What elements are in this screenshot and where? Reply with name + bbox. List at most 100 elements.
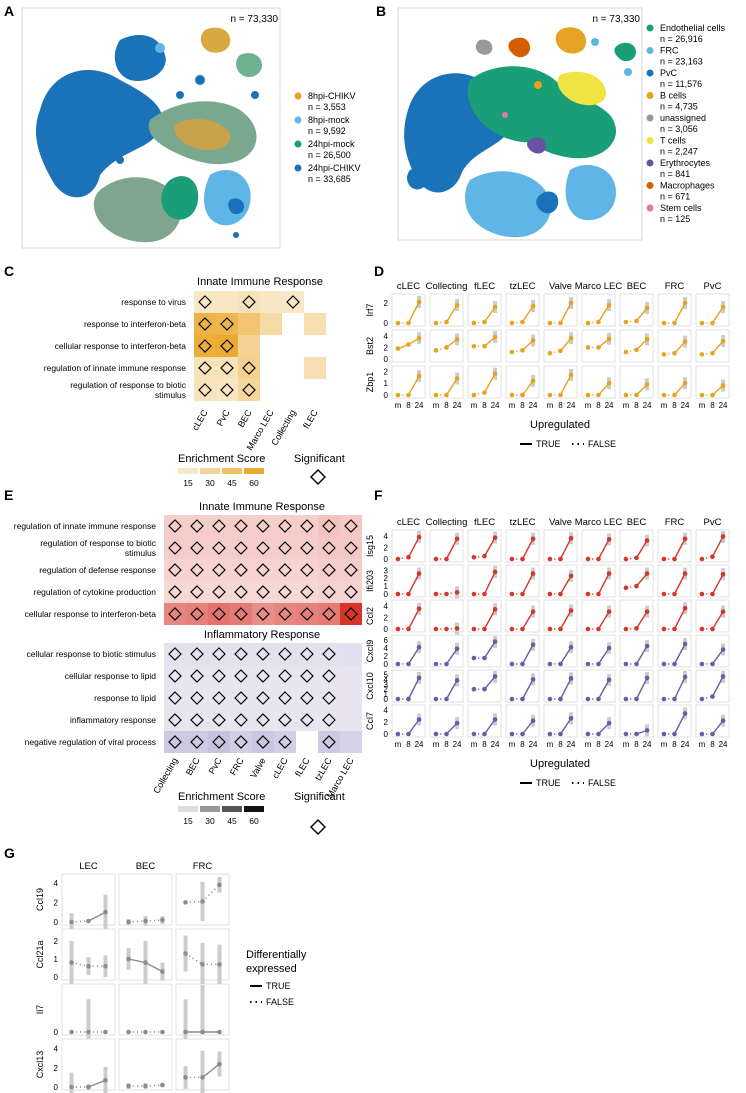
significance-marker [322, 691, 336, 705]
significance-marker [322, 669, 336, 683]
data-point [547, 556, 553, 562]
trend-segment [521, 720, 534, 735]
data-point [585, 626, 591, 632]
data-point [699, 352, 705, 357]
error-bar [200, 1050, 205, 1093]
legend-count: n = 841 [660, 169, 690, 179]
x-tick-label: 8 [482, 401, 487, 410]
significance-marker [212, 519, 226, 533]
heatmap-cell [216, 335, 238, 357]
heatmap-cell [252, 731, 274, 753]
x-tick-label: m [471, 401, 478, 410]
heatmap-cell [230, 537, 252, 559]
heatmap-cell [340, 687, 362, 709]
heatmap-cell [318, 643, 340, 665]
x-tick-label: m [623, 740, 630, 749]
heatmap-cell [230, 687, 252, 709]
facet-row-label: Ccl7 [365, 712, 375, 730]
data-point [547, 661, 553, 667]
facet-row-label: Cxcl9 [365, 640, 375, 663]
data-point [482, 591, 487, 597]
y-tick-label: 3 [384, 566, 389, 575]
data-point [103, 1029, 108, 1035]
significance-marker [198, 339, 212, 353]
heatmap-row-label: regulation of response to biotic [70, 380, 187, 390]
data-point [547, 626, 553, 632]
heatmap-row-label: cellular response to biotic stimulus [27, 649, 156, 659]
legend-label: Stem cells [660, 203, 702, 213]
trend-segment [597, 382, 610, 396]
significance-marker [278, 735, 292, 749]
data-point [416, 373, 422, 379]
data-point [160, 917, 165, 923]
data-point [596, 661, 601, 667]
heatmap-cell [230, 559, 252, 581]
trend-segment [483, 537, 496, 557]
heatmap-cell [340, 643, 362, 665]
trend-segment [128, 958, 146, 964]
heatmap-cell [216, 291, 238, 313]
data-point [482, 319, 487, 325]
data-point [547, 696, 553, 702]
data-point [492, 717, 498, 722]
heatmap-col-label: fLEC [293, 756, 312, 779]
trend-segment [407, 677, 420, 700]
data-point [596, 556, 601, 562]
y-tick-label: 0 [54, 973, 59, 982]
trend-segment [673, 713, 686, 735]
trend-segment [673, 607, 686, 630]
umap-a-n-label: n = 73,330 [230, 14, 278, 25]
data-point [720, 304, 726, 310]
legend-title: expressed [246, 963, 297, 975]
legend-title: Differentially [246, 949, 307, 961]
data-point [183, 900, 188, 905]
facet-column-label: tzLEC [510, 281, 536, 292]
y-tick-label: 5 [384, 670, 389, 679]
heatmap-title: Innate Immune Response [199, 501, 325, 513]
heatmap-row-label: response to interferon-beta [84, 319, 186, 329]
data-point [471, 392, 477, 398]
data-point [444, 626, 449, 632]
data-point [644, 305, 650, 311]
legend-swatch [646, 182, 654, 189]
legend-tick-label: 15 [183, 478, 193, 488]
heatmap-row-label: response to virus [121, 297, 186, 307]
heatmap-cell [252, 537, 274, 559]
heatmap-cell [274, 709, 296, 731]
significance-marker [168, 691, 182, 705]
data-point [623, 319, 629, 325]
legend-label: TRUE [536, 439, 561, 449]
significance-marker [168, 585, 182, 599]
trend-segment [521, 573, 534, 595]
y-tick-label: 0 [54, 1083, 59, 1092]
trend-segment [445, 304, 458, 323]
heatmap-cell [186, 581, 208, 603]
data-point [492, 304, 498, 310]
trend-segment [128, 920, 146, 923]
data-point [530, 378, 536, 384]
data-point [558, 626, 563, 632]
data-point [492, 639, 498, 644]
data-point [720, 718, 726, 723]
heatmap-row-label: cellular response to interferon-beta [55, 341, 187, 351]
facet-column-label: Marco LEC [575, 517, 623, 528]
data-point [69, 919, 74, 925]
significance-marker [212, 669, 226, 683]
significance-marker [168, 607, 182, 621]
data-point [444, 392, 449, 398]
data-point [634, 583, 639, 589]
data-point [634, 392, 639, 398]
data-point [596, 345, 601, 350]
data-point [143, 1083, 148, 1089]
trend-segment [559, 537, 572, 560]
data-point [454, 626, 460, 631]
significance-marker [322, 585, 336, 599]
x-tick-label: 24 [567, 740, 576, 749]
facet-column-label: PvC [704, 281, 722, 292]
data-point [596, 626, 601, 632]
heatmap-cell [194, 291, 216, 313]
data-point [416, 335, 422, 341]
data-point [492, 607, 498, 612]
data-point [200, 1029, 205, 1035]
